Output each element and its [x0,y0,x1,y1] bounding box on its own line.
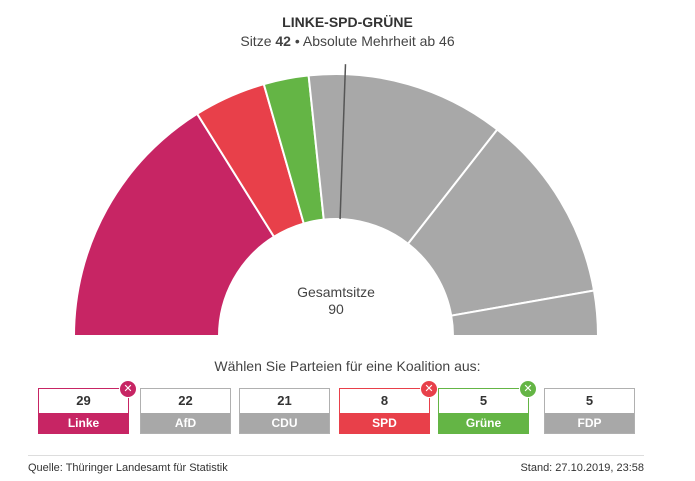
party-name: Grüne [439,413,528,433]
majority-line [339,64,347,220]
close-icon[interactable]: ✕ [420,380,438,398]
seats-label: Sitze [240,33,272,49]
close-icon[interactable]: ✕ [119,380,137,398]
party-seats: 5 [479,393,488,408]
seat-segments [72,73,600,337]
party-button-afd[interactable]: 22 AfD [140,388,231,434]
party-seats: 22 [178,393,193,408]
segment-afd [307,73,499,246]
segment-cdu [406,128,596,317]
source-text: Quelle: Thüringer Landesamt für Statisti… [28,462,228,474]
stand-text: Stand: 27.10.2019, 23:58 [520,462,644,474]
party-button-spd[interactable]: 8 SPD ✕ [339,380,438,434]
majority-text: • Absolute Mehrheit ab 46 [290,33,455,49]
party-name: SPD [340,413,429,433]
chart-title: LINKE-SPD-GRÜNE [282,14,413,30]
close-icon[interactable]: ✕ [519,380,537,398]
party-seats: 29 [76,393,91,408]
party-seats: 5 [585,393,594,408]
party-button-fdp[interactable]: 5 FDP [544,388,635,434]
segment-linke [72,112,276,337]
chart-subtitle: Sitze 42 • Absolute Mehrheit ab 46 [0,33,695,49]
party-name: Linke [39,413,128,433]
center-label: Gesamtsitze [297,284,375,300]
coalition-prompt: Wählen Sie Parteien für eine Koalition a… [214,358,481,374]
party-seats: 21 [277,393,292,408]
party-name: FDP [545,413,634,433]
party-seats: 8 [380,393,389,408]
party-button-grüne[interactable]: 5 Grüne ✕ [438,380,537,434]
center-value: 90 [328,301,344,317]
segment-fdp [450,289,600,337]
parliament-chart: Gesamtsitze 90 [72,64,600,337]
footer-divider [28,455,644,456]
party-button-cdu[interactable]: 21 CDU [239,388,330,434]
party-button-linke[interactable]: 29 Linke ✕ [38,380,137,434]
party-name: CDU [240,413,329,433]
seats-value: 42 [275,33,291,49]
party-name: AfD [141,413,230,433]
